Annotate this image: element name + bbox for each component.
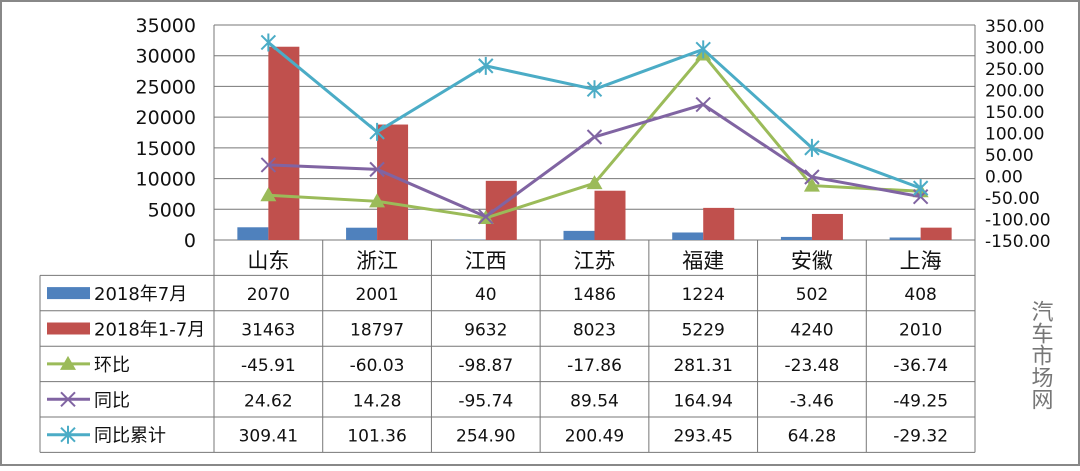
data-table-cell: 89.54 [570, 391, 619, 411]
legend-label: 环比 [94, 355, 130, 376]
data-table-cell: 2010 [899, 321, 942, 341]
left-axis-tick: 35000 [136, 15, 196, 37]
bar-ytd [595, 191, 626, 240]
bar-july [237, 227, 268, 240]
data-table-cell: 101.36 [347, 427, 406, 447]
data-table-cell: -95.74 [458, 391, 513, 411]
data-table-cell: -45.91 [241, 356, 296, 376]
data-table-cell: -60.03 [350, 356, 405, 376]
left-axis-tick: 25000 [136, 76, 196, 98]
left-axis-tick: 20000 [136, 107, 196, 129]
legend-swatch [47, 287, 90, 299]
bar-july [564, 231, 595, 240]
data-table-cell: 9632 [464, 321, 507, 341]
data-table-cell: 4240 [790, 321, 833, 341]
data-table-cell: 164.94 [673, 391, 732, 411]
data-table-cell: 18797 [350, 321, 404, 341]
legend-label: 同比 [94, 390, 130, 411]
left-axis-tick: 15000 [136, 138, 196, 160]
data-table-cell: -3.46 [790, 391, 834, 411]
data-table-cell: -98.87 [458, 356, 513, 376]
bar-july [890, 237, 921, 240]
data-table-cell: 8023 [573, 321, 616, 341]
bar-july [346, 228, 377, 240]
data-table-cell: 1486 [573, 285, 616, 305]
data-table-cell: 24.62 [244, 391, 293, 411]
bar-ytd [921, 228, 952, 240]
data-table-cell: 40 [475, 285, 497, 305]
category-label: 福建 [682, 249, 724, 273]
legend-label: 2018年7月 [94, 284, 187, 305]
category-label: 江西 [465, 249, 507, 273]
right-axis-tick: 250.00 [985, 60, 1044, 80]
right-axis-tick: 350.00 [985, 17, 1044, 37]
bar-ytd [268, 47, 299, 240]
category-label: 上海 [900, 249, 942, 273]
legend-swatch [47, 323, 90, 335]
left-axis-tick: 0 [184, 230, 196, 252]
data-table-cell: 1224 [682, 285, 725, 305]
data-table-cell: 31463 [241, 321, 295, 341]
data-table-cell: 2001 [355, 285, 398, 305]
left-axis-tick: 10000 [136, 169, 196, 191]
data-table-cell: 309.41 [239, 427, 298, 447]
data-table-cell: -49.25 [893, 391, 948, 411]
category-label: 安徽 [791, 249, 833, 273]
data-table-cell: 5229 [682, 321, 725, 341]
right-axis-tick: 150.00 [985, 103, 1044, 123]
right-axis-tick: 50.00 [985, 146, 1034, 166]
data-table-cell: -36.74 [893, 356, 948, 376]
bar-july [781, 237, 812, 240]
right-axis-tick: 300.00 [985, 39, 1044, 59]
data-table-cell: 502 [796, 285, 828, 305]
category-label: 浙江 [356, 249, 398, 273]
data-table-cell: -29.32 [893, 427, 948, 447]
watermark: 汽车市场网 [1028, 300, 1054, 410]
left-axis-tick: 30000 [136, 46, 196, 68]
data-table-cell: 254.90 [456, 427, 515, 447]
category-label: 江苏 [574, 249, 616, 273]
right-axis-tick: 100.00 [985, 125, 1044, 145]
bar-ytd [703, 208, 734, 240]
right-axis-tick: 200.00 [985, 82, 1044, 102]
right-axis-tick: -150.00 [985, 232, 1051, 252]
right-axis-tick: -50.00 [985, 189, 1040, 209]
data-table-cell: 293.45 [673, 427, 732, 447]
data-table-cell: 200.49 [565, 427, 624, 447]
left-axis-tick: 5000 [148, 199, 196, 221]
data-table-cell: 2070 [247, 285, 290, 305]
right-axis-tick: -100.00 [985, 211, 1051, 231]
bar-july [672, 232, 703, 240]
category-label: 山东 [247, 249, 289, 273]
data-table-cell: 281.31 [673, 356, 732, 376]
data-table-cell: 14.28 [353, 391, 402, 411]
legend-label: 2018年1-7月 [94, 320, 205, 341]
right-axis-tick: 0.00 [985, 168, 1023, 188]
bar-ytd [812, 214, 843, 240]
data-table-cell: -23.48 [785, 356, 840, 376]
data-table-cell: 64.28 [788, 427, 837, 447]
legend-label: 同比累计 [94, 426, 166, 447]
data-table-cell: 408 [904, 285, 936, 305]
data-table-cell: -17.86 [567, 356, 622, 376]
